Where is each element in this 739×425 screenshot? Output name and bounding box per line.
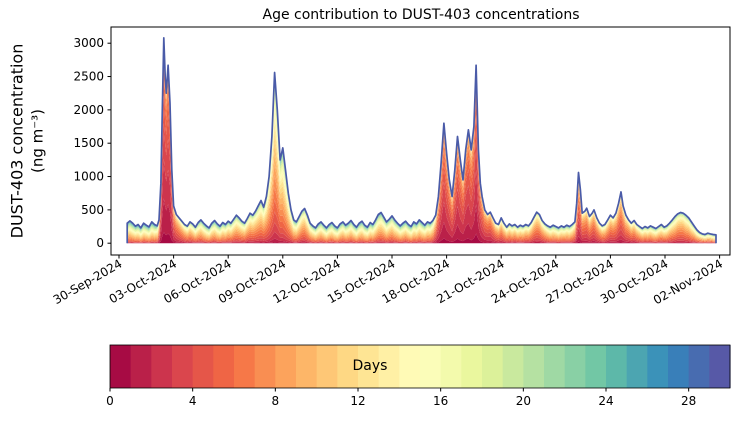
colorbar-segment <box>130 345 152 388</box>
y-tick-label: 0 <box>96 236 104 250</box>
colorbar-segment <box>296 345 318 388</box>
colorbar-tick-label: 20 <box>516 394 531 408</box>
age-layer-11d <box>127 39 716 240</box>
age-layer-27d <box>127 37 716 236</box>
colorbar-segment <box>420 345 442 388</box>
age-layer-16d <box>127 38 716 238</box>
age-layer-23d <box>127 37 716 236</box>
colorbar-segment <box>440 345 462 388</box>
y-tick-label: 2500 <box>73 70 104 84</box>
y-tick-label: 500 <box>81 203 104 217</box>
y-tick-label: 2000 <box>73 103 104 117</box>
colorbar-segment <box>688 345 710 388</box>
age-layer-13d <box>127 38 716 239</box>
plot-border <box>110 26 731 256</box>
colorbar-segment <box>626 345 648 388</box>
colorbar-segment <box>668 345 690 388</box>
colorbar-tick-label: 8 <box>272 394 280 408</box>
colorbar-tick-label: 0 <box>106 394 114 408</box>
age-layer-12d <box>127 39 716 239</box>
colorbar-segment <box>502 345 524 388</box>
y-axis-label: DUST-403 concentration (ng m⁻³) <box>6 44 47 239</box>
colorbar-tick-label: 28 <box>681 394 696 408</box>
age-layer-20d <box>127 37 716 237</box>
y-tick-label: 3000 <box>73 36 104 50</box>
colorbar-segment <box>358 345 380 388</box>
colorbar-segment <box>337 345 359 388</box>
colorbar-outline <box>109 344 731 389</box>
age-layer-21d <box>127 37 716 237</box>
stacked-area-layers <box>126 37 717 244</box>
chart-title: Age contribution to DUST-403 concentrati… <box>262 7 580 23</box>
age-layer-7d <box>127 52 716 242</box>
age-layer-10d <box>127 41 716 240</box>
colorbar-segment <box>192 345 214 388</box>
colorbar-segment <box>378 345 400 388</box>
colorbar-segment <box>564 345 586 388</box>
colorbar-segment <box>461 345 483 388</box>
colorbar-segment <box>544 345 566 388</box>
age-layer-26d <box>127 37 716 236</box>
y-axis-label-line1: DUST-403 concentration <box>7 43 27 239</box>
age-layer-28d <box>127 37 716 236</box>
colorbar-segment <box>647 345 669 388</box>
y-tick-label: 1000 <box>73 170 104 184</box>
age-layer-22d <box>127 37 716 236</box>
colorbar-segment <box>399 345 421 388</box>
age-layer-17d <box>127 37 716 238</box>
age-layer-25d <box>127 37 716 236</box>
age-layer-24d <box>127 37 716 236</box>
age-layer-9d <box>127 43 716 241</box>
y-tick-label: 1500 <box>73 136 104 150</box>
colorbar-tick-label: 12 <box>350 394 365 408</box>
colorbar-segment <box>606 345 628 388</box>
age-layer-19d <box>127 37 716 237</box>
age-layer-6d <box>127 61 716 242</box>
colorbar-segment <box>213 345 235 388</box>
colorbar: 0 4 8 12 16 20 24 28 <box>106 344 731 408</box>
colorbar-segment <box>172 345 194 388</box>
y-axis-ticks: 0 500 1000 1500 2000 2500 3000 <box>73 36 111 250</box>
colorbar-segment <box>110 345 132 388</box>
age-layer-8d <box>127 46 716 241</box>
colorbar-tick-label: 4 <box>189 394 197 408</box>
colorbar-segment <box>523 345 545 388</box>
colorbar-segment <box>234 345 256 388</box>
colorbar-segment <box>275 345 297 388</box>
colorbar-segment <box>151 345 173 388</box>
colorbar-segment <box>316 345 338 388</box>
colorbar-segment <box>709 345 731 388</box>
x-axis-ticks: 30-Sep-202403-Oct-202406-Oct-202409-Oct-… <box>51 255 725 307</box>
age-layer-29d <box>127 37 716 235</box>
colorbar-tick-label: 24 <box>598 394 613 408</box>
colorbar-segment <box>254 345 276 388</box>
age-layer-18d <box>127 37 716 237</box>
colorbar-label: Days <box>352 358 388 374</box>
colorbar-segment <box>585 345 607 388</box>
colorbar-tick-label: 16 <box>433 394 448 408</box>
age-layer-15d <box>127 38 716 238</box>
colorbar-segment <box>482 345 504 388</box>
age-layer-14d <box>127 38 716 239</box>
total-envelope-line <box>126 37 717 244</box>
y-axis-label-line2: (ng m⁻³) <box>28 108 47 174</box>
